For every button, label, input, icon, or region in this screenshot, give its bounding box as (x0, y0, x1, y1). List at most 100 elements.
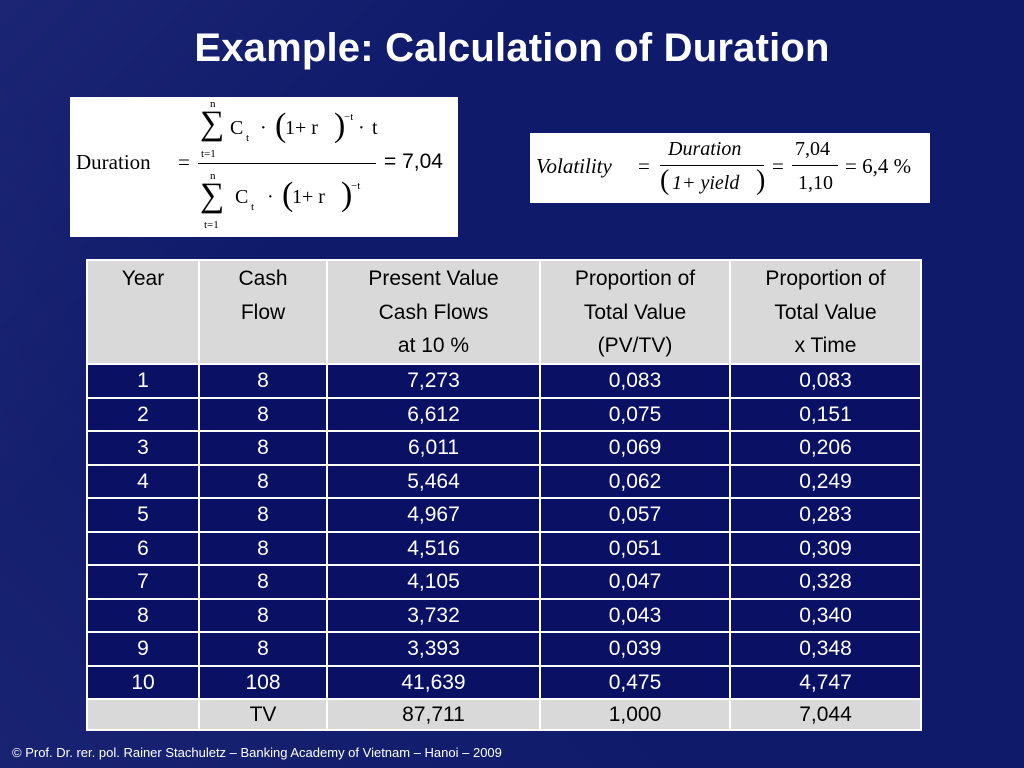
table-header-row: Year Cash Flow Present Value Cash Flows … (86, 259, 922, 365)
slide-title: Example: Calculation of Duration (194, 26, 830, 70)
table-cell: 6 (86, 530, 200, 566)
volatility-label: Volatility (536, 154, 612, 178)
left-paren-icon: ( (660, 165, 670, 196)
table-cell: 4,747 (729, 664, 922, 700)
fraction-line (198, 163, 376, 165)
table-cell: 0,475 (539, 664, 731, 700)
table-cell: 8 (198, 430, 328, 466)
duration-numerator: Duration (668, 138, 742, 160)
table-cell: 0,249 (729, 463, 922, 499)
volatility-result: = 6,4 % (845, 154, 912, 178)
total-cell: 1,000 (539, 698, 731, 731)
fraction-line (792, 165, 838, 167)
table-cell: 0,083 (729, 363, 922, 399)
exponent: −t (344, 111, 354, 123)
table-row: 3 8 6,011 0,069 0,206 (86, 430, 922, 466)
discount-base: 1+ r (285, 117, 318, 139)
multiply-dot: · (260, 117, 267, 139)
table-cell: 0,047 (539, 564, 731, 600)
table-row: 4 8 5,464 0,062 0,249 (86, 463, 922, 499)
total-cell (86, 698, 200, 731)
volatility-numerator-value: 7,04 (795, 138, 830, 160)
table-cell: 7 (86, 564, 200, 600)
table-row: 8 8 3,732 0,043 0,340 (86, 597, 922, 633)
duration-label: Duration (76, 150, 151, 174)
equals-sign: = (178, 150, 190, 174)
cash-flow-symbol: C (230, 117, 244, 139)
table-cell: 8 (86, 597, 200, 633)
table-row: 2 8 6,612 0,075 0,151 (86, 396, 922, 432)
header-year: Year (86, 259, 200, 365)
table-cell: 4 (86, 463, 200, 499)
sum-lower-limit: t=1 (204, 219, 219, 231)
table-cell: 0,151 (729, 396, 922, 432)
fraction-line (660, 165, 764, 167)
table-cell: 0,075 (539, 396, 731, 432)
left-paren-icon: ( (275, 107, 287, 144)
table-cell: 108 (198, 664, 328, 700)
table-cell: 0,069 (539, 430, 731, 466)
table-cell: 4,105 (326, 564, 541, 600)
table-cell: 0,309 (729, 530, 922, 566)
cash-flow-subscript: t (251, 201, 255, 213)
cash-flow-subscript: t (246, 132, 250, 144)
table-cell: 8 (198, 631, 328, 667)
multiply-dot: · (358, 117, 365, 139)
table-cell: 0,057 (539, 497, 731, 533)
table-row: 10 108 41,639 0,475 4,747 (86, 664, 922, 700)
volatility-denominator-value: 1,10 (798, 172, 833, 194)
table-cell: 8 (198, 597, 328, 633)
footer-credit: © Prof. Dr. rer. pol. Rainer Stachuletz … (12, 745, 502, 760)
table-cell: 5,464 (326, 463, 541, 499)
table-cell: 3,393 (326, 631, 541, 667)
table-cell: 8 (198, 564, 328, 600)
table-cell: 6,011 (326, 430, 541, 466)
table-cell: 0,206 (729, 430, 922, 466)
table-cell: 3 (86, 430, 200, 466)
header-present-value: Present Value Cash Flows at 10 % (326, 259, 541, 365)
volatility-formula: Volatility = Duration ( 1+ yield ) = 7,0… (530, 133, 930, 203)
header-proportion: Proportion of Total Value (PV/TV) (539, 259, 731, 365)
table-cell: 0,051 (539, 530, 731, 566)
table-cell: 0,043 (539, 597, 731, 633)
table-cell: 0,348 (729, 631, 922, 667)
table-total-row: TV 87,711 1,000 7,044 (86, 698, 922, 731)
right-paren-icon: ) (756, 165, 766, 196)
time-symbol: t (372, 117, 378, 139)
table-cell: 8 (198, 463, 328, 499)
sum-upper-limit: n (210, 170, 216, 182)
left-paren-icon: ( (282, 176, 294, 213)
total-cell: TV (198, 698, 328, 731)
table-row: 6 8 4,516 0,051 0,309 (86, 530, 922, 566)
table-cell: 4,516 (326, 530, 541, 566)
table-cell: 9 (86, 631, 200, 667)
table-cell: 5 (86, 497, 200, 533)
duration-table: Year Cash Flow Present Value Cash Flows … (86, 259, 922, 731)
table-row: 1 8 7,273 0,083 0,083 (86, 363, 922, 399)
sum-upper-limit: n (210, 98, 216, 110)
duration-result: = 7,04 (384, 150, 443, 173)
header-cash-flow: Cash Flow (198, 259, 328, 365)
sigma-icon: ∑ (200, 177, 225, 214)
table-row: 5 8 4,967 0,057 0,283 (86, 497, 922, 533)
multiply-dot: · (267, 186, 274, 208)
table-row: 7 8 4,105 0,047 0,328 (86, 564, 922, 600)
total-cell: 87,711 (326, 698, 541, 731)
sum-lower-limit: t=1 (201, 148, 216, 160)
table-cell: 3,732 (326, 597, 541, 633)
table-cell: 0,083 (539, 363, 731, 399)
right-paren-icon: ) (341, 176, 353, 213)
cash-flow-symbol: C (235, 186, 249, 208)
table-cell: 8 (198, 363, 328, 399)
table-cell: 2 (86, 396, 200, 432)
table-cell: 8 (198, 530, 328, 566)
table-cell: 8 (198, 497, 328, 533)
equals-sign: = (638, 154, 650, 178)
table-cell: 8 (198, 396, 328, 432)
total-cell: 7,044 (729, 698, 922, 731)
table-cell: 0,340 (729, 597, 922, 633)
table-cell: 0,062 (539, 463, 731, 499)
table-cell: 10 (86, 664, 200, 700)
table-cell: 6,612 (326, 396, 541, 432)
duration-formula: Duration = n ∑ t=1 C t · ( 1+ r ) −t · t… (70, 97, 458, 237)
